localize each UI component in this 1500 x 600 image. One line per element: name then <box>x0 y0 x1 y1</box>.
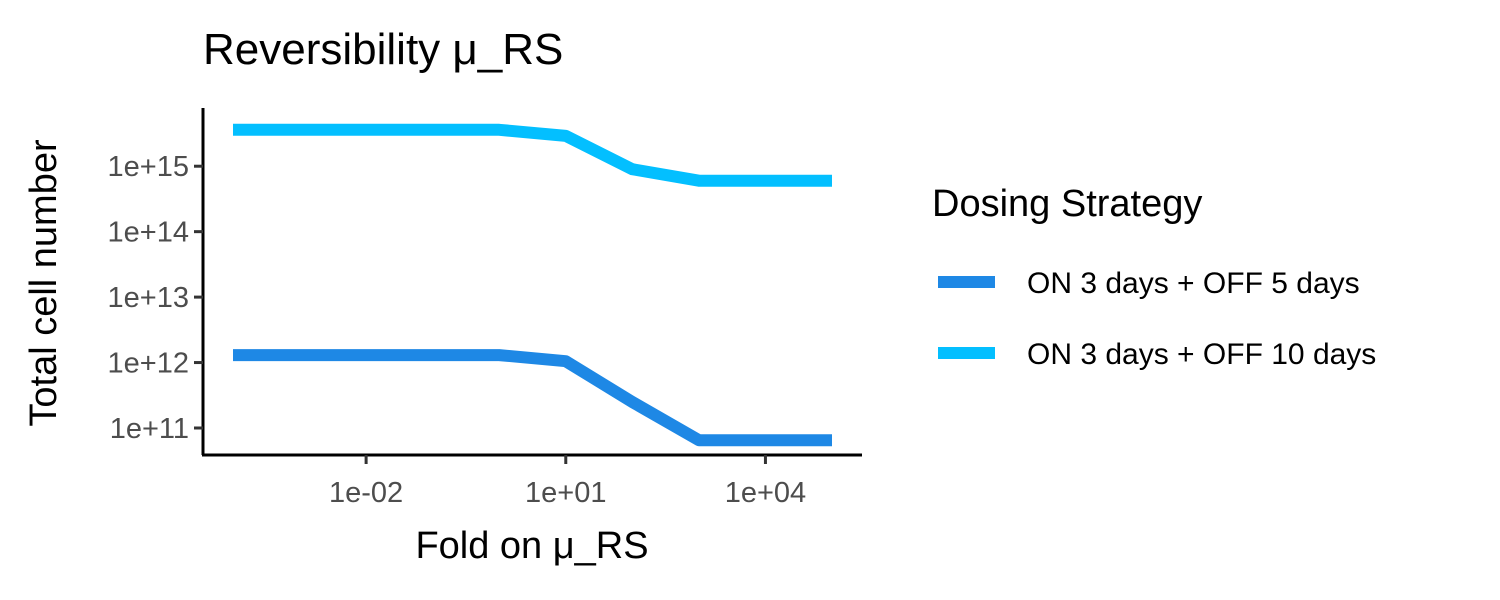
x-axis-ticks: 1e-02 1e+01 1e+04 <box>329 455 806 509</box>
y-tick-label: 1e+15 <box>108 151 189 183</box>
legend: Dosing Strategy ON 3 days + OFF 5 days ON… <box>932 183 1376 371</box>
x-tick-label: 1e+04 <box>725 477 806 509</box>
x-tick-label: 1e+01 <box>525 477 606 509</box>
x-axis-title: Fold on μ_RS <box>415 525 648 567</box>
y-tick-label: 1e+14 <box>108 217 189 249</box>
legend-label-2: ON 3 days + OFF 10 days <box>1027 338 1376 371</box>
y-tick-label: 1e+11 <box>110 413 189 445</box>
chart-title: Reversibility μ_RS <box>203 25 563 74</box>
y-tick-label: 1e+13 <box>108 282 189 314</box>
legend-label-1: ON 3 days + OFF 5 days <box>1027 267 1360 300</box>
y-axis-title: Total cell number <box>23 139 65 427</box>
plot-area <box>233 123 832 447</box>
y-axis-ticks: 1e+11 1e+12 1e+13 1e+14 1e+15 <box>108 151 203 445</box>
x-tick-label: 1e-02 <box>329 477 403 509</box>
legend-title: Dosing Strategy <box>932 183 1202 225</box>
series-line-2 <box>233 123 832 187</box>
series-line-1 <box>233 349 832 447</box>
y-tick-label: 1e+12 <box>108 348 189 380</box>
